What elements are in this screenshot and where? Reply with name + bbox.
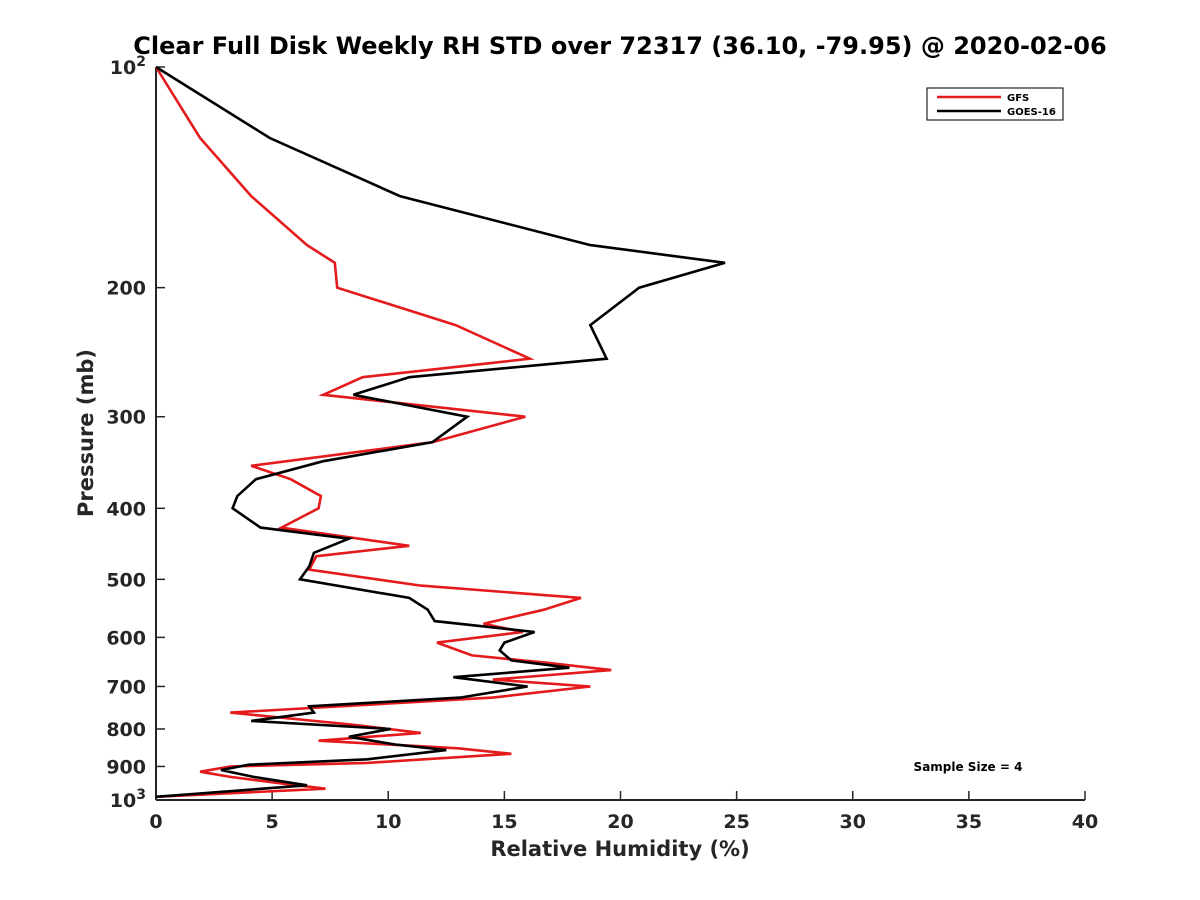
x-tick-label: 20 [607, 811, 633, 833]
x-tick-label: 40 [1072, 811, 1098, 833]
x-tick-label: 30 [840, 811, 866, 833]
y-axis-label: Pressure (mb) [74, 349, 98, 517]
sample-size-annotation: Sample Size = 4 [914, 760, 1023, 774]
legend: GFS GOES-16 [926, 87, 1064, 121]
x-tick-label: 15 [491, 811, 517, 833]
x-tick-label: 25 [723, 811, 749, 833]
legend-box [926, 87, 1064, 121]
y-tick-label: 300 [106, 407, 146, 429]
x-tick-label: 5 [266, 811, 279, 833]
legend-label: GOES-16 [1007, 107, 1056, 118]
y-tick-label: 102 [110, 54, 146, 79]
x-tick-label: 0 [149, 811, 162, 833]
chart-title: Clear Full Disk Weekly RH STD over 72317… [133, 32, 1106, 60]
y-tick-label: 700 [106, 676, 146, 698]
y-tick-label: 200 [106, 278, 146, 300]
y-tick-label: 600 [106, 627, 146, 649]
y-tick-label: 800 [106, 719, 146, 741]
y-tick-label: 400 [106, 498, 146, 520]
series-line-gfs [154, 66, 612, 799]
x-tick-label: 10 [375, 811, 401, 833]
y-tick-label: 900 [106, 756, 146, 778]
plot-area: 0 5 10 15 20 25 30 35 40 102 200 300 400 500 600 700 800… [106, 54, 1098, 833]
y-tick-label: 103 [110, 787, 146, 812]
y-tick-label: 500 [106, 569, 146, 591]
legend-label: GFS [1007, 93, 1029, 104]
series-line-goes-16 [155, 65, 726, 799]
x-tick-label: 35 [956, 811, 982, 833]
x-axis-label: Relative Humidity (%) [490, 837, 749, 861]
